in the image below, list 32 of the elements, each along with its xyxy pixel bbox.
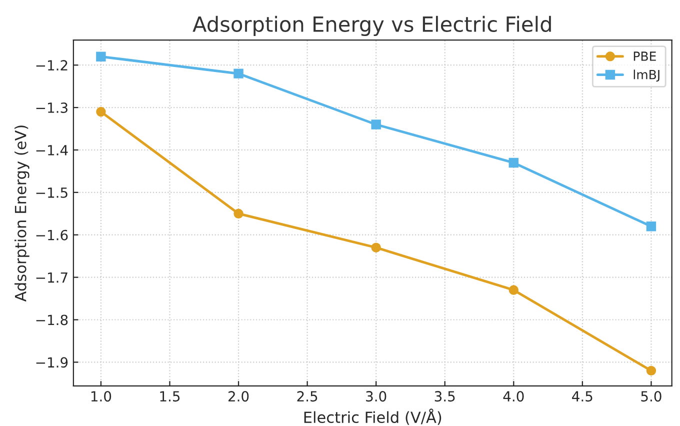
chart-title: Adsorption Energy vs Electric Field (192, 16, 551, 36)
y-tick-label: −1.5 (36, 188, 68, 198)
point (234, 68, 244, 78)
y-tick-label: −1.3 (36, 102, 68, 114)
x-tick-label: 4.0 (503, 391, 524, 402)
y-tick-label: −1.6 (36, 230, 68, 240)
x-tick-label: 1.5 (160, 391, 180, 402)
point (646, 222, 656, 232)
x-tick-label: 3.0 (366, 391, 386, 402)
x-tick-label: 1.0 (91, 391, 112, 402)
point (371, 242, 381, 252)
legend-label: PBE (634, 52, 656, 61)
point (508, 285, 519, 295)
y-tick-label: −1.9 (36, 357, 68, 368)
legend-label: lmBJ (634, 70, 660, 82)
point (508, 158, 519, 168)
point (96, 106, 106, 117)
y-tick-label: −1.4 (36, 145, 68, 156)
point (371, 120, 381, 130)
x-tick-label: 5.0 (641, 391, 662, 402)
point (234, 208, 244, 218)
y-tick-label: −1.7 (36, 272, 68, 283)
x-tick-label: 4.5 (572, 391, 592, 402)
x-tick-label: 2.5 (297, 391, 318, 402)
point (96, 52, 106, 62)
y-axis-title: Adsorption Energy (eV) (14, 126, 30, 302)
x-tick-label: 2.0 (228, 391, 249, 402)
y-tick-label: −1.2 (36, 60, 68, 70)
x-axis-title: Electric Field (V/Å) (304, 408, 442, 425)
y-tick-label: −1.8 (36, 314, 68, 326)
x-tick-label: 3.5 (434, 391, 455, 402)
point (646, 366, 656, 376)
